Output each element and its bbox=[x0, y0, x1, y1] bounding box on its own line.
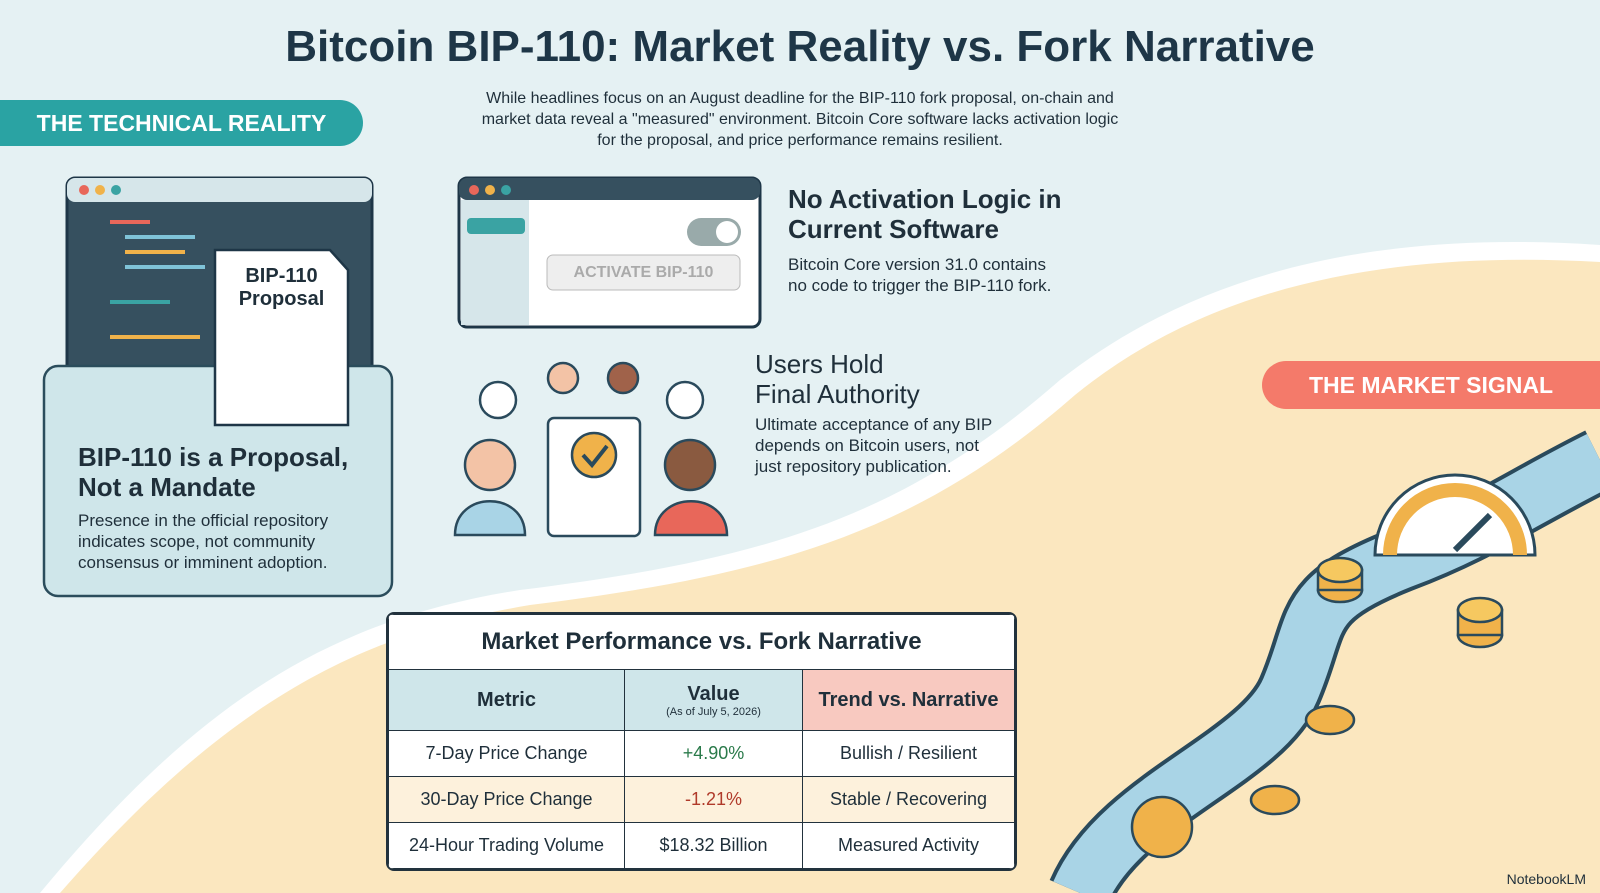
doc-line: Proposal bbox=[238, 288, 325, 310]
mock-button: ACTIVATE BIP-110 bbox=[573, 264, 714, 281]
people bbox=[453, 361, 729, 538]
section-label: THE MARKET SIGNAL bbox=[1262, 361, 1600, 409]
cell: 7-Day Price Change bbox=[388, 730, 625, 777]
doc-line: BIP-110 bbox=[245, 265, 318, 287]
cell: +4.90% bbox=[624, 730, 803, 777]
line: depends on Bitcoin users, not bbox=[755, 436, 979, 455]
cell: -1.21% bbox=[624, 776, 803, 823]
line: consensus or imminent adoption. bbox=[78, 553, 328, 572]
line: Final Authority bbox=[755, 379, 920, 409]
point-body: Ultimate acceptance of any BIP depends on… bbox=[755, 414, 992, 477]
document-label: BIP-110 Proposal bbox=[215, 265, 348, 311]
line: Ultimate acceptance of any BIP bbox=[755, 415, 993, 434]
header: Value bbox=[687, 682, 740, 705]
intro-line: market data reveal a "measured" environm… bbox=[481, 111, 1119, 128]
line: just repository publication. bbox=[755, 457, 952, 476]
line: Users Hold bbox=[755, 349, 884, 379]
point-title: Users Hold Final Authority bbox=[755, 349, 920, 409]
mock-window bbox=[457, 176, 762, 329]
line: Presence in the official repository bbox=[78, 511, 329, 530]
intro-line: for the proposal, and price performance … bbox=[597, 132, 1003, 149]
cell: $18.32 Billion bbox=[624, 822, 803, 869]
brand: NotebookLM bbox=[1506, 871, 1586, 887]
title: Bitcoin BIP-110: Market Reality vs. Fork… bbox=[285, 22, 1315, 71]
line: Not a Mandate bbox=[78, 472, 256, 502]
header-note: (As of July 5, 2026) bbox=[666, 705, 761, 718]
line: BIP-110 is a Proposal, bbox=[78, 442, 349, 472]
line: Bitcoin Core version 31.0 contains bbox=[788, 255, 1046, 274]
point-body: Bitcoin Core version 31.0 contains no cod… bbox=[788, 254, 1051, 296]
line: No Activation Logic in bbox=[788, 184, 1062, 214]
cell: Measured Activity bbox=[802, 822, 1015, 869]
intro-line: While headlines focus on an August deadl… bbox=[486, 90, 1114, 107]
cell: 24-Hour Trading Volume bbox=[388, 822, 625, 869]
line: no code to trigger the BIP-110 fork. bbox=[788, 276, 1052, 295]
header-cell: Value (As of July 5, 2026) bbox=[624, 669, 803, 731]
table: Market Performance vs. Fork Narrative Me… bbox=[388, 614, 1015, 869]
intro: While headlines focus on an August deadl… bbox=[400, 88, 1200, 151]
document bbox=[213, 248, 350, 427]
line: indicates scope, not community bbox=[78, 532, 316, 551]
header: Metric bbox=[388, 669, 625, 731]
section-label: THE TECHNICAL REALITY bbox=[0, 100, 363, 146]
line: Current Software bbox=[788, 214, 999, 244]
header: Trend vs. Narrative bbox=[802, 669, 1015, 731]
card-body: Presence in the official repository indic… bbox=[78, 510, 328, 573]
table-box: Market Performance vs. Fork Narrative Me… bbox=[386, 612, 1017, 871]
point-title: No Activation Logic in Current Software bbox=[788, 184, 1061, 244]
gauge bbox=[1373, 473, 1537, 557]
table-title: Market Performance vs. Fork Narrative bbox=[388, 614, 1015, 670]
coins bbox=[1130, 556, 1504, 859]
card-title: BIP-110 is a Proposal, Not a Mandate bbox=[78, 442, 348, 502]
cell: Stable / Recovering bbox=[802, 776, 1015, 823]
cell: Bullish / Resilient bbox=[802, 730, 1015, 777]
cell: 30-Day Price Change bbox=[388, 776, 625, 823]
